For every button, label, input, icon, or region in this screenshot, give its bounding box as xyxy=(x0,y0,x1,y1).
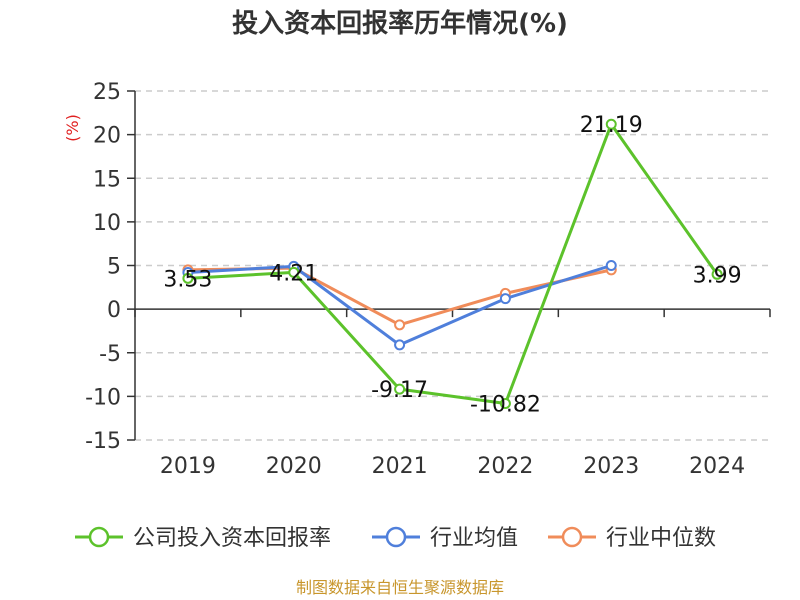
data-label: 3.99 xyxy=(693,263,742,288)
x-tick-label: 2024 xyxy=(689,454,745,479)
legend-label: 行业中位数 xyxy=(606,526,716,551)
data-label: 4.21 xyxy=(269,261,318,286)
y-tick-label: 10 xyxy=(93,211,121,236)
legend-label: 公司投入资本回报率 xyxy=(133,526,331,551)
data-label: 3.53 xyxy=(163,267,212,292)
data-point xyxy=(394,383,406,395)
data-point xyxy=(288,266,300,278)
data-point xyxy=(499,293,511,305)
data-point xyxy=(499,398,511,410)
y-tick-label: 15 xyxy=(93,167,121,192)
series-line xyxy=(187,122,719,406)
y-tick-label: -15 xyxy=(85,429,121,454)
series-lines xyxy=(182,118,723,410)
y-axis-unit-label: (%) xyxy=(63,114,82,142)
data-point xyxy=(182,272,194,284)
data-label: -9.17 xyxy=(371,378,428,403)
x-tick-label: 2021 xyxy=(372,454,428,479)
y-tick-label: 25 xyxy=(93,80,121,105)
data-point xyxy=(605,260,617,271)
data-point xyxy=(394,339,406,351)
legend-marker xyxy=(88,526,110,548)
legend-marker xyxy=(385,526,407,548)
data-labels: 3.53 4.21 -9.17 -10.82 21.19 3.99 xyxy=(163,113,741,417)
y-tick-label: 20 xyxy=(93,124,121,149)
data-point xyxy=(711,268,723,280)
data-label: 21.19 xyxy=(580,113,643,138)
data-point xyxy=(394,319,406,331)
y-tick-label: 5 xyxy=(107,255,121,280)
x-tick-label: 2019 xyxy=(160,454,216,479)
data-point xyxy=(605,118,617,130)
y-tick-label: 0 xyxy=(107,298,121,323)
source-note: 制图数据来自恒生聚源数据库 xyxy=(296,578,504,597)
legend: 公司投入资本回报率 行业均值 行业中位数 xyxy=(75,526,716,551)
legend-marker xyxy=(561,526,583,548)
x-tick-label: 2022 xyxy=(477,454,533,479)
y-tick-label: -5 xyxy=(99,342,121,367)
x-tick-label: 2023 xyxy=(583,454,639,479)
chart-title: 投入资本回报率历年情况(%) xyxy=(232,8,568,39)
x-tick-label: 2020 xyxy=(266,454,322,479)
grid-lines xyxy=(135,90,770,441)
legend-label: 行业均值 xyxy=(430,526,518,551)
data-label: -10.82 xyxy=(470,393,541,418)
axes: 25 20 15 10 5 0 -5 -10 -15 2019 2020 2021 2022 2023 20… xyxy=(85,80,771,479)
series-line xyxy=(187,264,612,347)
series-line xyxy=(187,266,612,327)
y-tick-label: -10 xyxy=(85,385,121,410)
